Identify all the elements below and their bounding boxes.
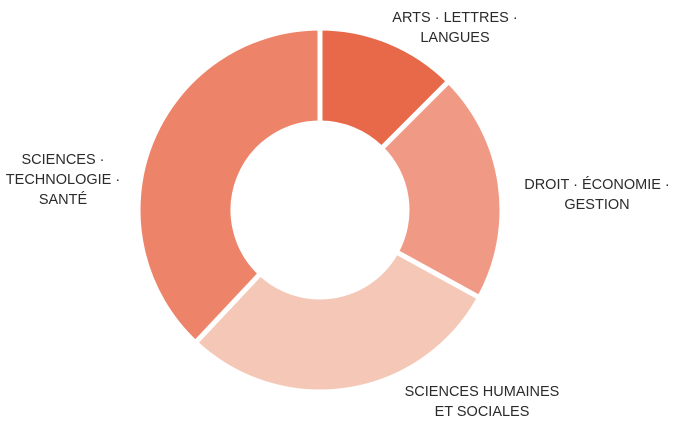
slice-label-line: DROIT · ÉCONOMIE ·	[524, 176, 670, 193]
slice-label-line: ET SOCIALES	[435, 404, 530, 420]
slice-label-0: ARTS · LETTRES · LANGUES	[392, 10, 517, 46]
slice-label-line: SCIENCES ·	[22, 152, 105, 168]
slice-label-line: GESTION	[564, 197, 629, 213]
slice-label-line: LANGUES	[420, 30, 489, 46]
slice-label-3: SCIENCES · TECHNOLOGIE · SANTÉ	[6, 152, 120, 208]
slice-label-line: ARTS · LETTRES ·	[392, 10, 517, 26]
slice-label-1: DROIT · ÉCONOMIE · GESTION	[524, 176, 670, 213]
slice-label-line: TECHNOLOGIE ·	[6, 172, 120, 188]
slice-label-line: SANTÉ	[39, 191, 88, 208]
slice-label-2: SCIENCES HUMAINES ET SOCIALES	[405, 384, 560, 420]
donut-slice-1	[377, 77, 505, 302]
donut-slice-2	[191, 248, 483, 395]
slice-label-line: SCIENCES HUMAINES	[405, 384, 560, 400]
donut-slice-3	[135, 25, 323, 347]
